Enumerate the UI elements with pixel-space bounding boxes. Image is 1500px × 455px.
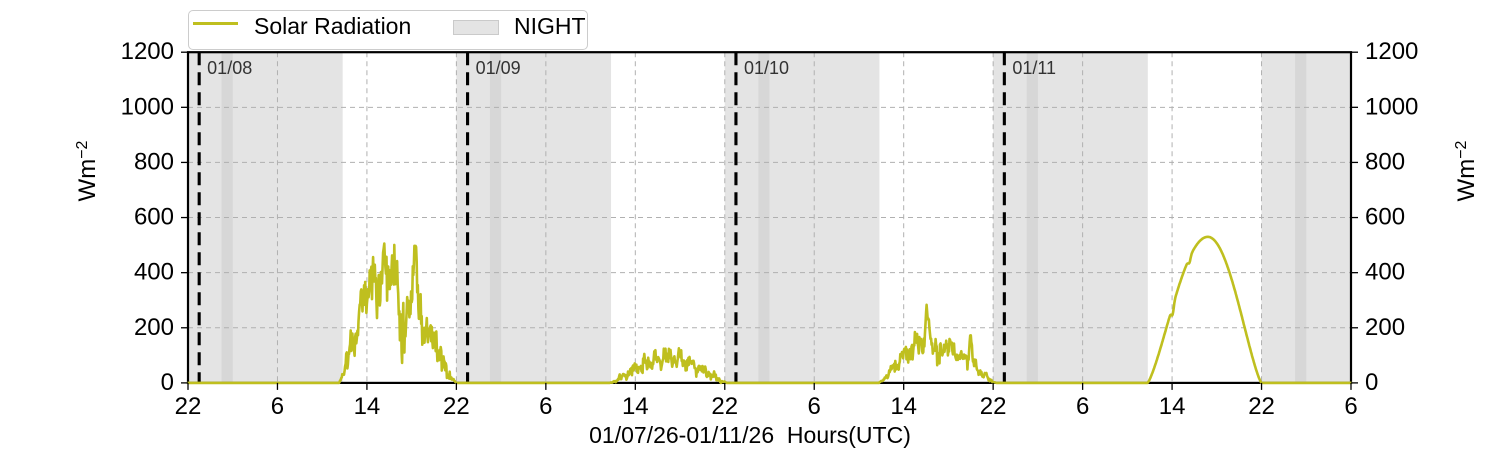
svg-text:22: 22 <box>711 393 738 420</box>
svg-text:6: 6 <box>1076 393 1089 420</box>
svg-text:800: 800 <box>1365 148 1405 175</box>
svg-text:6: 6 <box>539 393 552 420</box>
svg-text:0: 0 <box>161 369 174 396</box>
svg-text:600: 600 <box>1365 204 1405 231</box>
svg-text:14: 14 <box>622 393 649 420</box>
svg-text:22: 22 <box>175 393 202 420</box>
svg-text:22: 22 <box>980 393 1007 420</box>
svg-text:14: 14 <box>1159 393 1186 420</box>
svg-text:6: 6 <box>271 393 284 420</box>
svg-text:400: 400 <box>134 259 174 286</box>
svg-text:01/09: 01/09 <box>476 58 521 78</box>
svg-text:01/11: 01/11 <box>1012 58 1056 78</box>
svg-text:6: 6 <box>1344 393 1357 420</box>
svg-text:14: 14 <box>354 393 381 420</box>
svg-text:200: 200 <box>134 314 174 341</box>
svg-text:0: 0 <box>1365 369 1378 396</box>
svg-text:1000: 1000 <box>121 93 174 120</box>
svg-text:22: 22 <box>443 393 470 420</box>
svg-text:600: 600 <box>134 204 174 231</box>
svg-text:1000: 1000 <box>1365 93 1418 120</box>
svg-text:01/10: 01/10 <box>744 58 789 78</box>
svg-text:1200: 1200 <box>121 38 174 65</box>
svg-text:14: 14 <box>890 393 917 420</box>
svg-text:400: 400 <box>1365 259 1405 286</box>
svg-text:800: 800 <box>134 148 174 175</box>
svg-text:200: 200 <box>1365 314 1405 341</box>
svg-text:22: 22 <box>1248 393 1275 420</box>
svg-text:6: 6 <box>808 393 821 420</box>
svg-text:01/08: 01/08 <box>207 58 252 78</box>
svg-text:1200: 1200 <box>1365 38 1418 65</box>
